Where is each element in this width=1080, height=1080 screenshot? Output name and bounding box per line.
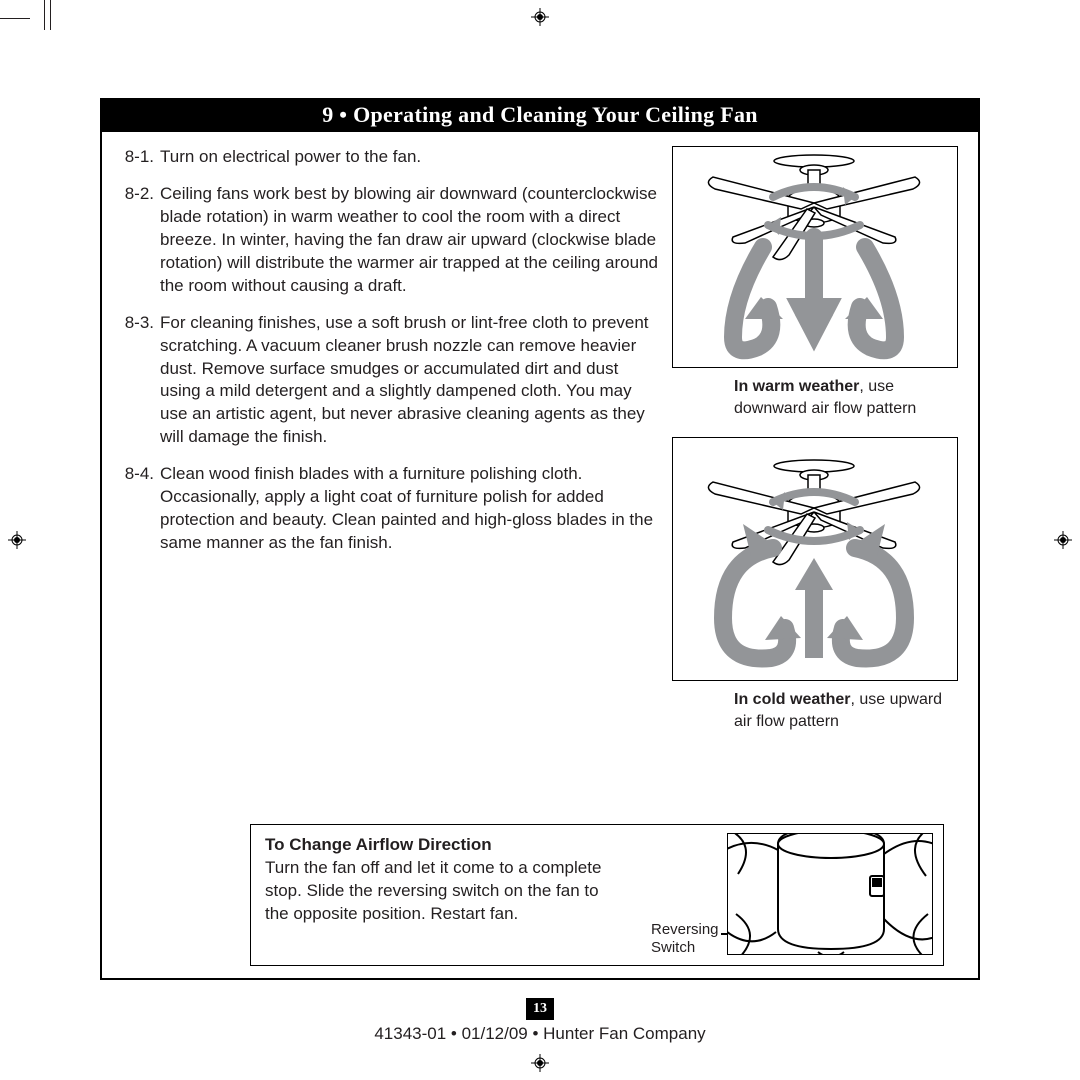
figure-column: In warm weather, use downward air flow p… bbox=[670, 146, 960, 750]
reversing-switch-label: Reversing Switch bbox=[651, 921, 719, 957]
step-text: Clean wood finish blades with a furnitur… bbox=[160, 463, 660, 555]
step-number: 8-2. bbox=[120, 183, 160, 298]
step-number: 8-1. bbox=[120, 146, 160, 169]
registration-mark-icon bbox=[531, 1054, 549, 1072]
caption-bold: In warm weather bbox=[734, 378, 859, 395]
figure-caption-cold: In cold weather, use upward air flow pat… bbox=[734, 689, 960, 732]
step-text: Ceiling fans work best by blowing air do… bbox=[160, 183, 660, 298]
figure-caption-warm: In warm weather, use downward air flow p… bbox=[734, 376, 960, 419]
figure-warm-weather bbox=[672, 146, 958, 368]
page-frame: 9 • Operating and Cleaning Your Ceiling … bbox=[100, 98, 980, 980]
step-item: 8-3. For cleaning finishes, use a soft b… bbox=[120, 312, 660, 450]
step-text: Turn on electrical power to the fan. bbox=[160, 146, 660, 169]
registration-mark-icon bbox=[531, 8, 549, 26]
step-list: 8-1. Turn on electrical power to the fan… bbox=[120, 146, 660, 555]
footer-text: 41343-01 • 01/12/09 • Hunter Fan Company bbox=[374, 1024, 705, 1044]
section-title: 9 • Operating and Cleaning Your Ceiling … bbox=[102, 100, 978, 132]
figure-cold-weather bbox=[672, 437, 958, 681]
reversing-switch-figure bbox=[727, 833, 933, 955]
step-item: 8-2. Ceiling fans work best by blowing a… bbox=[120, 183, 660, 298]
step-number: 8-4. bbox=[120, 463, 160, 555]
step-text: For cleaning finishes, use a soft brush … bbox=[160, 312, 660, 450]
step-number: 8-3. bbox=[120, 312, 160, 450]
page-number: 13 bbox=[526, 998, 554, 1020]
registration-mark-icon bbox=[8, 531, 26, 549]
step-item: 8-4. Clean wood finish blades with a fur… bbox=[120, 463, 660, 555]
caption-bold: In cold weather bbox=[734, 691, 850, 708]
crop-mark bbox=[50, 0, 51, 30]
callout-text: Turn the fan off and let it come to a co… bbox=[265, 857, 625, 926]
content-area: 8-1. Turn on electrical power to the fan… bbox=[102, 132, 978, 980]
registration-mark-icon bbox=[1054, 531, 1072, 549]
step-item: 8-1. Turn on electrical power to the fan… bbox=[120, 146, 660, 169]
airflow-direction-callout: To Change Airflow Direction Turn the fan… bbox=[250, 824, 944, 966]
crop-mark bbox=[0, 18, 30, 19]
crop-mark bbox=[44, 0, 45, 30]
